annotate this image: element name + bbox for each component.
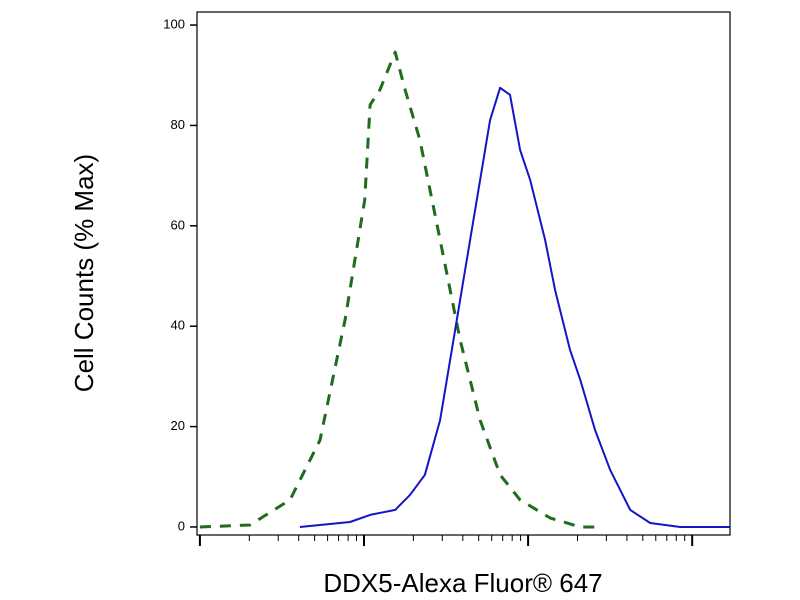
y-tick-label: 60 [171, 217, 185, 232]
plot-frame [196, 11, 731, 536]
x-axis-title: DDX5-Alexa Fluor® 647 [323, 568, 602, 598]
y-tick-label: 100 [163, 16, 185, 31]
y-axis-title: Cell Counts (% Max) [69, 154, 99, 392]
y-tick-label: 80 [171, 117, 185, 132]
y-tick-label: 0 [178, 518, 185, 533]
y-tick-label: 40 [171, 318, 185, 333]
y-tick-label: 20 [171, 418, 185, 433]
histogram-line [199, 50, 601, 529]
histogram-line [299, 86, 730, 528]
